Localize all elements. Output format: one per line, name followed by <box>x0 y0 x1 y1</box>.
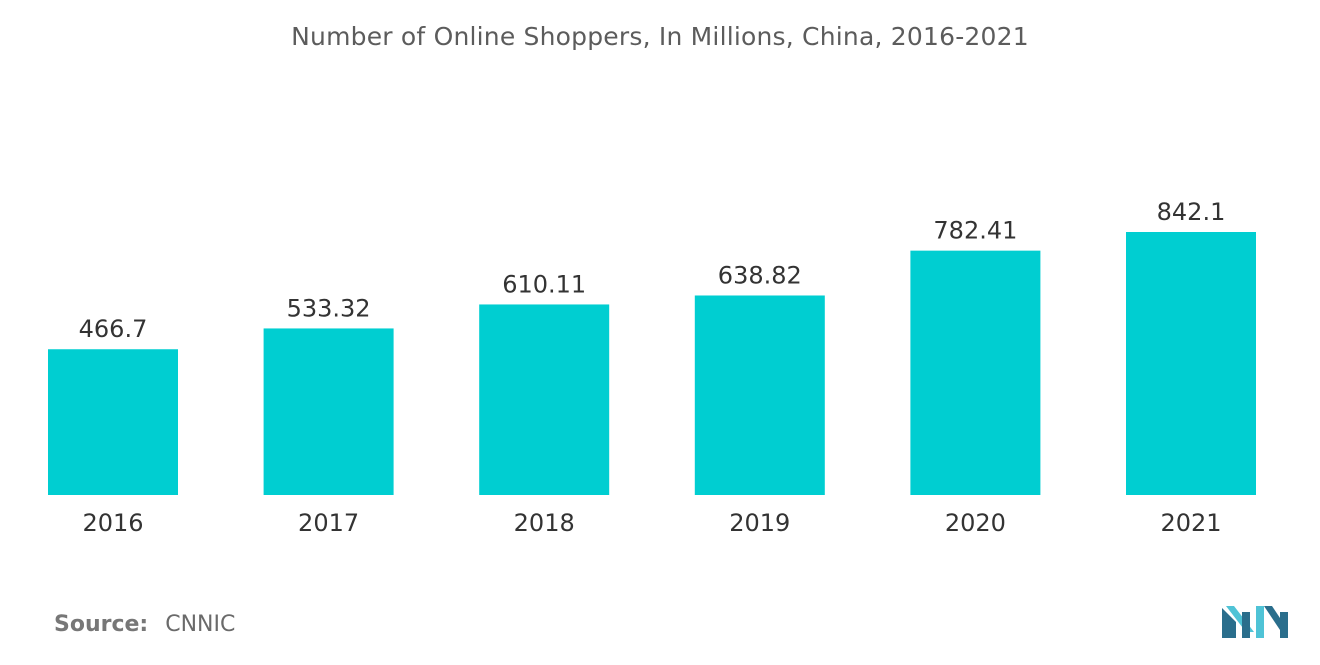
bar-2020 <box>910 250 1041 495</box>
x-tick-label-2018: 2018 <box>514 509 575 537</box>
bar-2019 <box>694 295 825 495</box>
data-label-2021: 842.1 <box>1157 198 1226 226</box>
mordor-logo-icon <box>1222 606 1288 638</box>
x-tick-label-2020: 2020 <box>945 509 1006 537</box>
source-value: CNNIC <box>165 612 236 637</box>
source-note: Source: CNNIC <box>54 612 235 637</box>
data-label-2020: 782.41 <box>933 217 1017 245</box>
data-label-2018: 610.11 <box>502 270 586 298</box>
bar-2021 <box>1126 232 1256 495</box>
data-label-2016: 466.7 <box>79 315 148 343</box>
x-tick-label-2019: 2019 <box>729 509 790 537</box>
x-tick-label-2017: 2017 <box>298 509 359 537</box>
x-tick-label-2016: 2016 <box>82 509 143 537</box>
data-label-2017: 533.32 <box>287 294 371 322</box>
data-label-2019: 638.82 <box>718 261 802 289</box>
bar-chart: 466.7 2016 533.32 2017 610.11 2018 638.82 2019 7… <box>48 198 1256 537</box>
bar-2018 <box>479 304 610 495</box>
source-label: Source: <box>54 612 149 637</box>
bar-2016 <box>48 349 178 495</box>
chart-title: Number of Online Shoppers, In Millions, … <box>291 22 1029 51</box>
bar-2017 <box>263 328 394 495</box>
x-tick-label-2021: 2021 <box>1160 509 1221 537</box>
